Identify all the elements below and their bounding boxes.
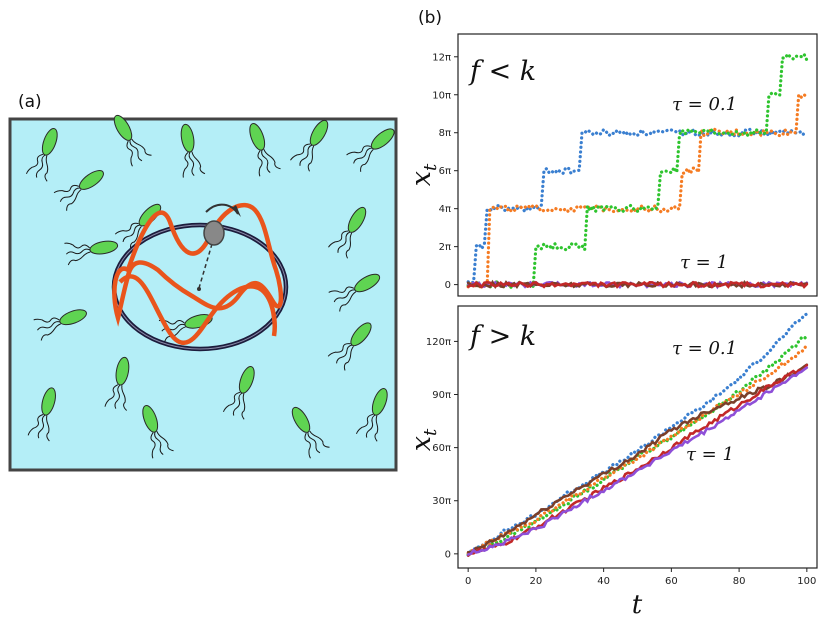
bacterium-icon — [355, 388, 388, 442]
chart-top-title: f < k — [468, 56, 536, 87]
y-tick-label: 10π — [432, 90, 451, 101]
potential-wave-upper — [112, 203, 284, 327]
chart-top-ylabel: xt — [406, 163, 441, 186]
chart-bottom-title: f > k — [468, 321, 536, 352]
series-tau1-brown — [466, 363, 809, 554]
bacterium-icon — [328, 206, 367, 259]
chart-bottom-xlabel: t — [632, 590, 643, 619]
chart-bottom: 0 30π 60π 90π 120π 0 20 40 60 80 100 f > k τ = 0.1… — [406, 305, 818, 619]
y-tick-label: 0 — [445, 549, 451, 560]
y-tick-label: 6π — [439, 166, 451, 177]
chart-bottom-series — [466, 312, 809, 557]
y-tick-label: 120π — [426, 337, 451, 348]
ring-center-dot — [197, 287, 201, 291]
chart-bottom-frame — [457, 305, 818, 569]
y-tick-label: 60π — [432, 443, 451, 454]
y-tick-label: 12π — [432, 52, 451, 63]
chart-top-series — [466, 51, 809, 291]
bacterium-icon — [104, 356, 130, 411]
x-tick-label: 80 — [733, 576, 746, 587]
bacterium-icon — [327, 322, 372, 371]
rotation-arrow-head-icon — [232, 205, 241, 217]
bacterium-icon — [222, 366, 255, 420]
y-tick-label: 4π — [439, 204, 451, 215]
chart-bottom-annotation-fast: τ = 0.1 — [672, 338, 737, 359]
water-box — [8, 117, 398, 472]
radius-dashed-line — [198, 243, 213, 289]
chart-top-annotation-fast: τ = 0.1 — [672, 94, 737, 115]
bacterium-icon — [64, 240, 119, 266]
x-tick-label: 40 — [597, 576, 610, 587]
potential-wave-lower — [118, 274, 277, 346]
chart-top-frame — [457, 33, 818, 297]
series-tau1-red — [466, 280, 809, 289]
y-tick-label: 0 — [445, 280, 451, 291]
bacterium-icon — [33, 309, 87, 341]
bacterium-icon — [291, 406, 330, 459]
bacterium-icon — [27, 387, 56, 442]
particle — [203, 220, 225, 246]
series-tau0.1-blue — [466, 126, 809, 285]
bacterium-icon — [142, 405, 174, 459]
x-tick-label: 60 — [665, 576, 678, 587]
x-tick-label: 20 — [530, 576, 543, 587]
bacterium-icon — [113, 114, 152, 167]
bacterium-icon — [346, 128, 395, 172]
series-tau0.1-green — [466, 51, 809, 291]
panel-a-label: (a) — [18, 92, 42, 112]
chart-bottom-ylabel: xt — [406, 428, 441, 451]
panel-b-label: (b) — [418, 8, 443, 28]
y-tick-label: 2π — [439, 242, 451, 253]
chart-bottom-ticks: 0 30π 60π 90π 120π 0 20 40 60 80 100 — [426, 337, 816, 587]
bacterium-icon — [25, 128, 58, 182]
chart-top: 0 2π 4π 6π 8π 10π 12π f < k τ = 0.1 τ = 1 xt — [406, 33, 818, 297]
y-tick-label: 8π — [439, 128, 451, 139]
bacterium-icon — [328, 273, 381, 312]
bacterium-icon — [53, 170, 104, 211]
bacteria-layer — [25, 114, 395, 459]
panel-a — [8, 114, 398, 472]
chart-bottom-annotation-slow: τ = 1 — [686, 444, 734, 465]
x-tick-label: 100 — [797, 576, 816, 587]
y-tick-label: 90π — [432, 390, 451, 401]
series-tau1-purple — [466, 366, 809, 556]
series-tau0.1-orange — [466, 342, 809, 555]
bacterium-icon — [290, 119, 329, 172]
x-tick-label: 0 — [465, 576, 471, 587]
bacterium-icon — [180, 123, 206, 178]
chart-top-y-ticks: 0 2π 4π 6π 8π 10π 12π — [432, 52, 458, 291]
chart-top-annotation-slow: τ = 1 — [680, 252, 728, 273]
y-tick-label: 30π — [432, 496, 451, 507]
bacterium-icon — [249, 123, 281, 177]
